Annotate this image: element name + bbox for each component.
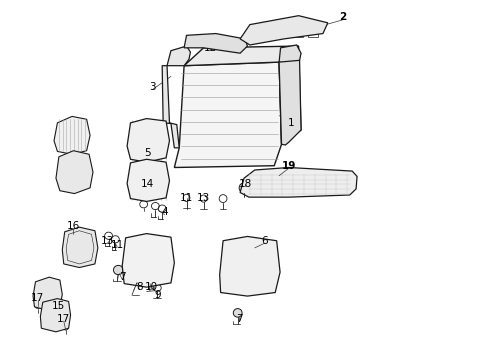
Text: 17: 17	[31, 293, 45, 303]
Polygon shape	[56, 151, 93, 194]
Polygon shape	[33, 277, 62, 310]
Ellipse shape	[233, 309, 242, 317]
Text: 12: 12	[204, 43, 218, 53]
Text: 7: 7	[119, 272, 125, 282]
Polygon shape	[167, 46, 191, 66]
Text: 4: 4	[161, 207, 168, 217]
Text: 15: 15	[52, 301, 66, 311]
Polygon shape	[240, 167, 357, 197]
Text: 10: 10	[145, 282, 158, 292]
Ellipse shape	[239, 183, 249, 193]
Text: 8: 8	[136, 282, 143, 292]
Ellipse shape	[114, 265, 123, 275]
Text: 16: 16	[67, 221, 80, 231]
Polygon shape	[279, 46, 301, 144]
Text: 6: 6	[261, 236, 268, 246]
Text: 3: 3	[149, 82, 156, 92]
Text: 9: 9	[154, 290, 161, 300]
Text: 18: 18	[238, 179, 252, 189]
Text: 2: 2	[339, 13, 346, 22]
Polygon shape	[184, 33, 247, 53]
Polygon shape	[40, 298, 71, 332]
Text: 5: 5	[144, 148, 151, 158]
Polygon shape	[184, 46, 298, 66]
Text: 13: 13	[101, 236, 114, 246]
Text: 1: 1	[288, 118, 294, 128]
Polygon shape	[240, 16, 328, 45]
Polygon shape	[279, 45, 301, 64]
Text: 17: 17	[57, 314, 71, 324]
Text: 13: 13	[197, 193, 210, 203]
Polygon shape	[122, 234, 174, 287]
Text: 11: 11	[111, 240, 124, 250]
Polygon shape	[162, 66, 179, 148]
Polygon shape	[54, 116, 90, 154]
Text: 14: 14	[141, 179, 154, 189]
Polygon shape	[174, 62, 282, 167]
Polygon shape	[220, 237, 280, 296]
Text: 19: 19	[282, 161, 296, 171]
Polygon shape	[127, 159, 170, 202]
Polygon shape	[279, 60, 301, 145]
Polygon shape	[127, 118, 170, 162]
Polygon shape	[62, 227, 98, 267]
Text: 7: 7	[236, 314, 243, 324]
Text: 11: 11	[180, 193, 193, 203]
